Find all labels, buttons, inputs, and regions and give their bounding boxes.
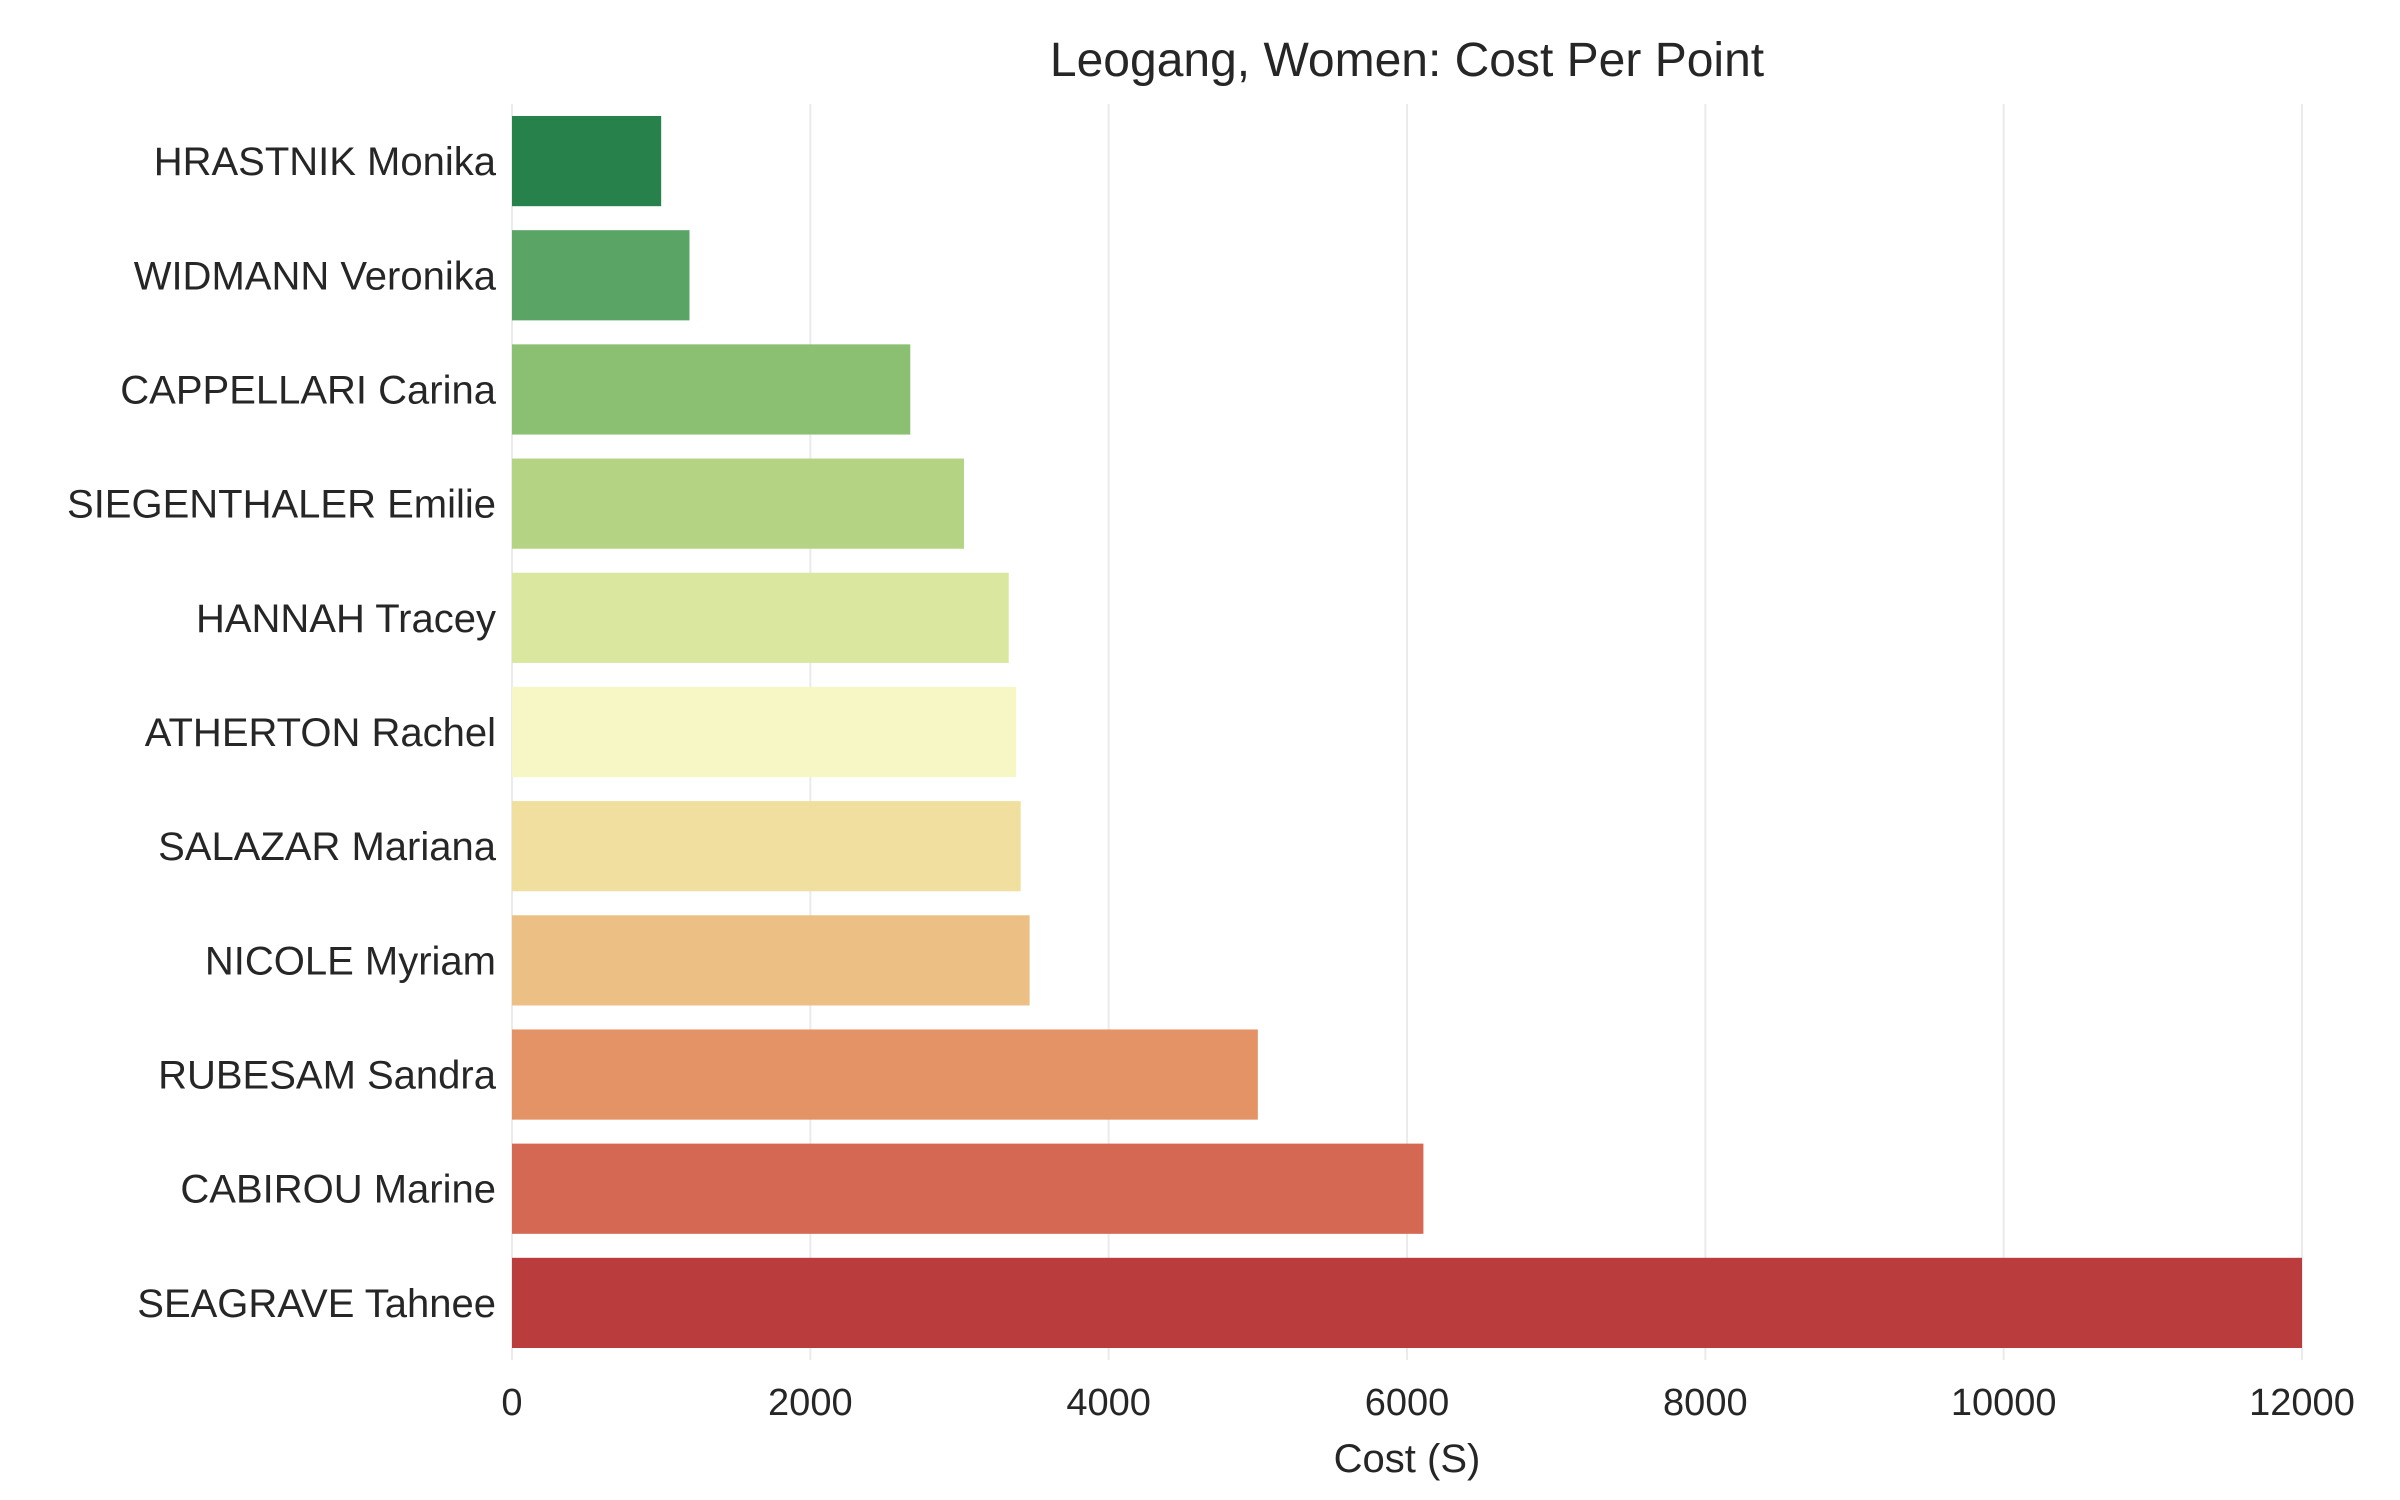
bar bbox=[512, 1143, 1424, 1234]
bar bbox=[512, 344, 911, 435]
category-label: CAPPELLARI Carina bbox=[120, 368, 496, 412]
gridlines bbox=[511, 104, 2303, 1360]
bar bbox=[512, 230, 690, 321]
category-label: CABIROU Marine bbox=[180, 1168, 496, 1212]
bar bbox=[512, 458, 964, 549]
x-tick-label: 0 bbox=[501, 1382, 522, 1424]
x-axis-title: Cost (S) bbox=[1334, 1437, 1481, 1481]
category-label: WIDMANN Veronika bbox=[134, 254, 497, 298]
bar bbox=[512, 801, 1021, 892]
bar bbox=[512, 1257, 2302, 1349]
category-label: ATHERTON Rachel bbox=[145, 711, 496, 755]
x-tick-labels: 0 2000 4000 6000 8000 10000 12000 bbox=[501, 1382, 2354, 1424]
x-tick-label: 4000 bbox=[1066, 1382, 1151, 1424]
bars bbox=[512, 115, 2302, 1349]
category-label: HRASTNIK Monika bbox=[154, 140, 497, 184]
bar bbox=[512, 115, 662, 207]
category-label: SIEGENTHALER Emilie bbox=[67, 483, 496, 527]
bar bbox=[512, 1029, 1258, 1120]
chart-title: Leogang, Women: Cost Per Point bbox=[1050, 34, 1764, 87]
bar bbox=[512, 572, 1009, 663]
x-tick-label: 8000 bbox=[1663, 1382, 1748, 1424]
bar bbox=[512, 915, 1030, 1006]
category-label: SEAGRAVE Tahnee bbox=[137, 1282, 496, 1326]
category-label: HANNAH Tracey bbox=[196, 597, 496, 641]
category-label: NICOLE Myriam bbox=[205, 939, 496, 983]
category-label: SALAZAR Mariana bbox=[158, 825, 497, 869]
category-label: RUBESAM Sandra bbox=[158, 1054, 497, 1098]
x-tick-label: 6000 bbox=[1365, 1382, 1450, 1424]
x-tick-label: 12000 bbox=[2249, 1382, 2355, 1424]
x-tick-label: 10000 bbox=[1951, 1382, 2057, 1424]
x-tick-label: 2000 bbox=[768, 1382, 853, 1424]
bar bbox=[512, 686, 1017, 778]
category-labels: HRASTNIK Monika WIDMANN Veronika CAPPELLAR… bbox=[67, 140, 497, 1326]
